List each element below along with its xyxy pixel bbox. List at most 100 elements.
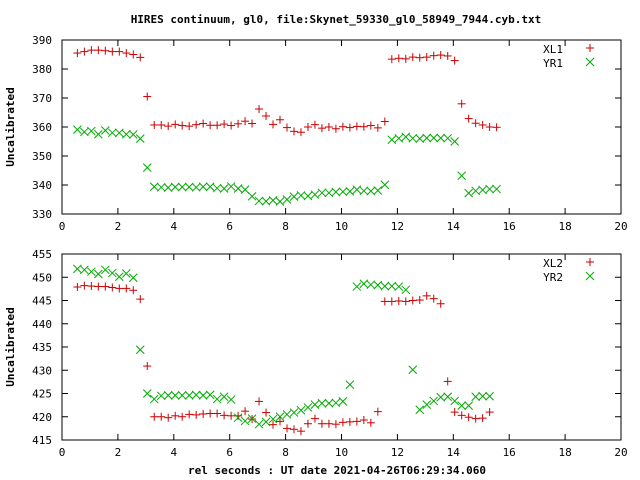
x-axis-label: rel seconds : UT date 2021-04-26T06:29:3… <box>188 464 486 477</box>
data-point-xl1 <box>122 49 131 58</box>
data-point-yr1 <box>86 126 96 136</box>
data-point-xl1 <box>394 54 403 63</box>
bottom-data-points <box>73 264 494 436</box>
data-point-xl1 <box>171 120 180 129</box>
data-point-yr2 <box>296 405 306 415</box>
data-point-yr2 <box>240 416 250 426</box>
top-data-points <box>73 46 501 206</box>
data-point-xl2 <box>324 419 333 428</box>
data-point-yr2 <box>394 282 404 291</box>
data-point-yr2 <box>303 403 313 412</box>
data-point-xl2 <box>150 412 159 421</box>
data-point-yr1 <box>233 184 243 193</box>
x-tick-label: 4 <box>170 220 177 233</box>
data-point-xl1 <box>352 122 361 131</box>
data-point-xl1 <box>199 119 208 128</box>
data-point-xl1 <box>485 123 494 131</box>
data-point-xl2 <box>143 362 152 371</box>
data-point-yr2 <box>310 400 320 410</box>
y-tick-label: 445 <box>32 295 52 308</box>
data-point-yr1 <box>352 185 362 194</box>
data-point-xl1 <box>324 123 333 131</box>
top-axis-ticks: 0 2 4 6 8 10 12 14 16 18 20 330 340 350 360 370 380 390 <box>32 34 628 233</box>
data-point-xl2 <box>157 412 166 421</box>
x-tick-label: 6 <box>226 446 233 459</box>
y-tick-label: 455 <box>32 248 52 261</box>
data-point-yr2 <box>387 281 397 291</box>
data-point-yr2 <box>107 268 117 278</box>
data-point-yr1 <box>205 182 215 192</box>
data-point-xl2 <box>394 296 403 305</box>
y-tick-label: 350 <box>32 150 52 163</box>
data-point-xl2 <box>276 417 285 426</box>
data-point-yr1 <box>492 184 501 194</box>
bottom-legend: XL2 YR2 <box>543 257 595 284</box>
data-point-xl2 <box>352 417 361 426</box>
data-point-xl2 <box>282 424 291 433</box>
data-point-xl2 <box>373 407 382 416</box>
data-point-yr2 <box>373 280 383 290</box>
data-point-xl1 <box>150 120 159 129</box>
data-point-yr1 <box>170 182 180 192</box>
data-point-yr1 <box>135 134 145 143</box>
data-point-yr1 <box>464 188 474 198</box>
data-point-xl1 <box>220 120 229 129</box>
data-point-yr1 <box>149 182 159 192</box>
data-point-xl2 <box>192 410 201 419</box>
data-point-xl1 <box>178 121 187 130</box>
data-point-yr2 <box>443 392 453 402</box>
data-point-yr2 <box>128 273 138 283</box>
x-tick-label: 0 <box>59 446 66 459</box>
data-point-xl2 <box>303 419 312 428</box>
data-point-xl1 <box>234 119 243 128</box>
data-point-yr1 <box>226 182 236 191</box>
data-point-xl2 <box>262 408 271 417</box>
x-tick-label: 12 <box>391 446 404 459</box>
data-point-xl1 <box>492 123 501 132</box>
data-point-xl2 <box>387 297 396 306</box>
data-point-yr1 <box>408 133 418 143</box>
data-point-yr1 <box>254 196 264 206</box>
bottom-y-axis-label: Uncalibrated <box>4 307 17 386</box>
data-point-xl1 <box>380 117 389 126</box>
data-point-xl1 <box>206 121 215 130</box>
data-point-xl2 <box>164 413 173 422</box>
y-tick-label: 360 <box>32 121 52 134</box>
data-point-yr1 <box>275 197 285 206</box>
y-tick-label: 450 <box>32 271 52 284</box>
data-point-xl1 <box>157 120 166 129</box>
data-point-yr1 <box>422 133 432 143</box>
data-point-xl2 <box>234 411 243 420</box>
data-point-yr2 <box>450 396 460 406</box>
data-point-xl2 <box>178 412 187 421</box>
data-point-xl1 <box>262 111 271 120</box>
data-point-yr2 <box>184 391 194 400</box>
data-point-xl1 <box>422 53 431 62</box>
data-point-yr1 <box>324 188 334 198</box>
data-point-yr2 <box>114 272 124 282</box>
y-tick-label: 370 <box>32 92 52 105</box>
data-point-yr2 <box>149 394 159 404</box>
data-point-yr1 <box>219 184 229 193</box>
data-point-xl2 <box>80 281 89 290</box>
data-point-yr1 <box>296 191 306 200</box>
data-point-yr1 <box>240 185 250 194</box>
data-point-xl2 <box>101 282 110 291</box>
data-point-xl2 <box>331 420 340 429</box>
data-point-xl2 <box>485 408 494 417</box>
data-point-yr2 <box>352 282 362 291</box>
data-point-yr2 <box>205 390 215 400</box>
data-point-xl2 <box>464 413 473 422</box>
x-tick-label: 12 <box>391 220 404 233</box>
data-point-yr2 <box>275 412 285 422</box>
data-point-xl1 <box>450 56 459 65</box>
data-point-xl2 <box>359 416 368 425</box>
data-point-xl1 <box>282 123 291 132</box>
data-point-yr2 <box>464 401 474 410</box>
data-point-xl2 <box>415 296 424 305</box>
data-point-yr2 <box>212 394 222 404</box>
data-point-xl1 <box>101 46 110 55</box>
data-point-xl1 <box>255 105 264 114</box>
y-tick-label: 430 <box>32 364 52 377</box>
